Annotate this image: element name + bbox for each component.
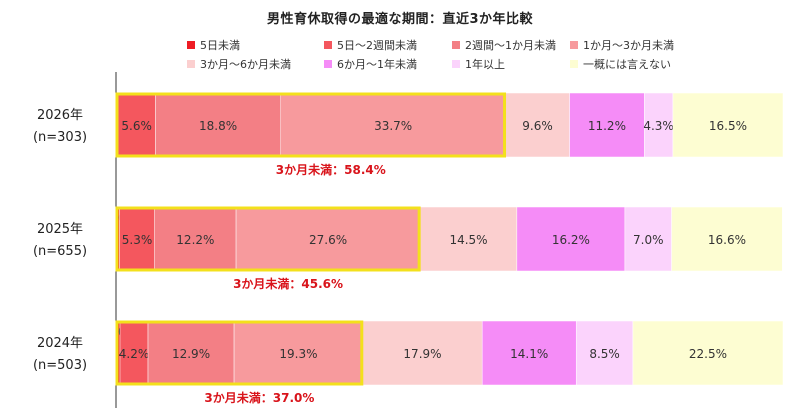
highlight-box — [115, 92, 507, 158]
data-label: 14.1% — [510, 347, 548, 361]
highlight-box — [115, 206, 421, 272]
category-label-year: 2025年 — [37, 222, 83, 237]
bar-segment — [233, 320, 364, 386]
legend-label: 6か月～1年未満 — [337, 58, 417, 71]
data-label: 16.5% — [709, 119, 747, 133]
bar-segment — [569, 92, 645, 158]
data-label: 4.3% — [643, 119, 674, 133]
legend-swatch — [570, 41, 578, 49]
data-label: 11.2% — [588, 119, 626, 133]
annotation-label: 3か月未満：37.0% — [204, 390, 314, 405]
data-label: 4.2% — [119, 347, 150, 361]
data-label: 16.2% — [552, 233, 590, 247]
bar-segment — [672, 92, 784, 158]
bar-segment — [671, 206, 783, 272]
bar-segment — [632, 320, 784, 386]
data-label: 19.3% — [279, 347, 317, 361]
category-label-year: 2024年 — [37, 336, 83, 351]
data-label: 17.9% — [403, 347, 441, 361]
category-label-year: 2026年 — [37, 108, 83, 123]
legend-item: 1年以上 — [452, 56, 505, 72]
legend-swatch — [324, 60, 332, 68]
legend-label: 5日～2週間未満 — [337, 39, 417, 52]
category-label-n: (n=655) — [33, 244, 87, 259]
legend-item: 3か月～6か月未満 — [187, 56, 291, 72]
legend-item: 5日～2週間未満 — [324, 37, 417, 53]
bar-segment — [235, 206, 421, 272]
legend-item: 1か月～3か月未満 — [570, 37, 674, 53]
legend-swatch — [187, 41, 195, 49]
legend-swatch — [452, 60, 460, 68]
data-label: 14.5% — [449, 233, 487, 247]
annotation-label: 3か月未満：45.6% — [233, 276, 343, 291]
bar-segment — [505, 92, 570, 158]
data-label: 18.8% — [199, 119, 237, 133]
legend-label: 2週間～1か月未満 — [465, 39, 556, 52]
legend-swatch — [324, 41, 332, 49]
bar-segment — [147, 320, 235, 386]
bar-segment — [119, 206, 155, 272]
legend-item: 5日未満 — [187, 37, 240, 53]
bar-segment — [624, 206, 672, 272]
bar-segment — [516, 206, 626, 272]
legend-label: 1年以上 — [465, 58, 505, 71]
legend-label: 5日未満 — [200, 39, 240, 52]
data-label: 33.7% — [374, 119, 412, 133]
legend-item: 6か月～1年未満 — [324, 56, 417, 72]
data-label: 22.5% — [689, 347, 727, 361]
data-label: 16.6% — [708, 233, 746, 247]
category-label-n: (n=303) — [33, 130, 87, 145]
legend-swatch — [187, 60, 195, 68]
data-label: 5.3% — [122, 233, 153, 247]
bar-segment — [280, 92, 506, 158]
chart-title: 男性育休取得の最適な期間：直近3か年比較 — [266, 12, 534, 27]
legend-label: 1か月～3か月未満 — [583, 39, 674, 52]
legend-item: 2週間～1か月未満 — [452, 37, 556, 53]
bar-segment — [481, 320, 577, 386]
legend-swatch — [570, 60, 578, 68]
data-label: 8.5% — [589, 347, 620, 361]
data-label: 27.6% — [309, 233, 347, 247]
bar-segment — [575, 320, 634, 386]
annotation-label: 3か月未満：58.4% — [276, 162, 386, 177]
data-label: 7.0% — [633, 233, 664, 247]
legend-label: 一概には言えない — [583, 58, 671, 71]
bar-segment — [644, 92, 674, 158]
bar-segment — [119, 320, 149, 386]
legend-item: 一概には言えない — [570, 56, 671, 72]
bar-segment — [154, 206, 237, 272]
bar-segment — [419, 206, 518, 272]
bar-segment — [362, 320, 483, 386]
legend-label: 3か月～6か月未満 — [200, 58, 291, 71]
data-label: 5.6% — [121, 119, 152, 133]
data-label: 12.2% — [176, 233, 214, 247]
data-label: 12.9% — [172, 347, 210, 361]
data-label: 9.6% — [522, 119, 553, 133]
highlight-box — [115, 320, 364, 386]
legend-swatch — [452, 41, 460, 49]
category-label-n: (n=503) — [33, 358, 87, 373]
